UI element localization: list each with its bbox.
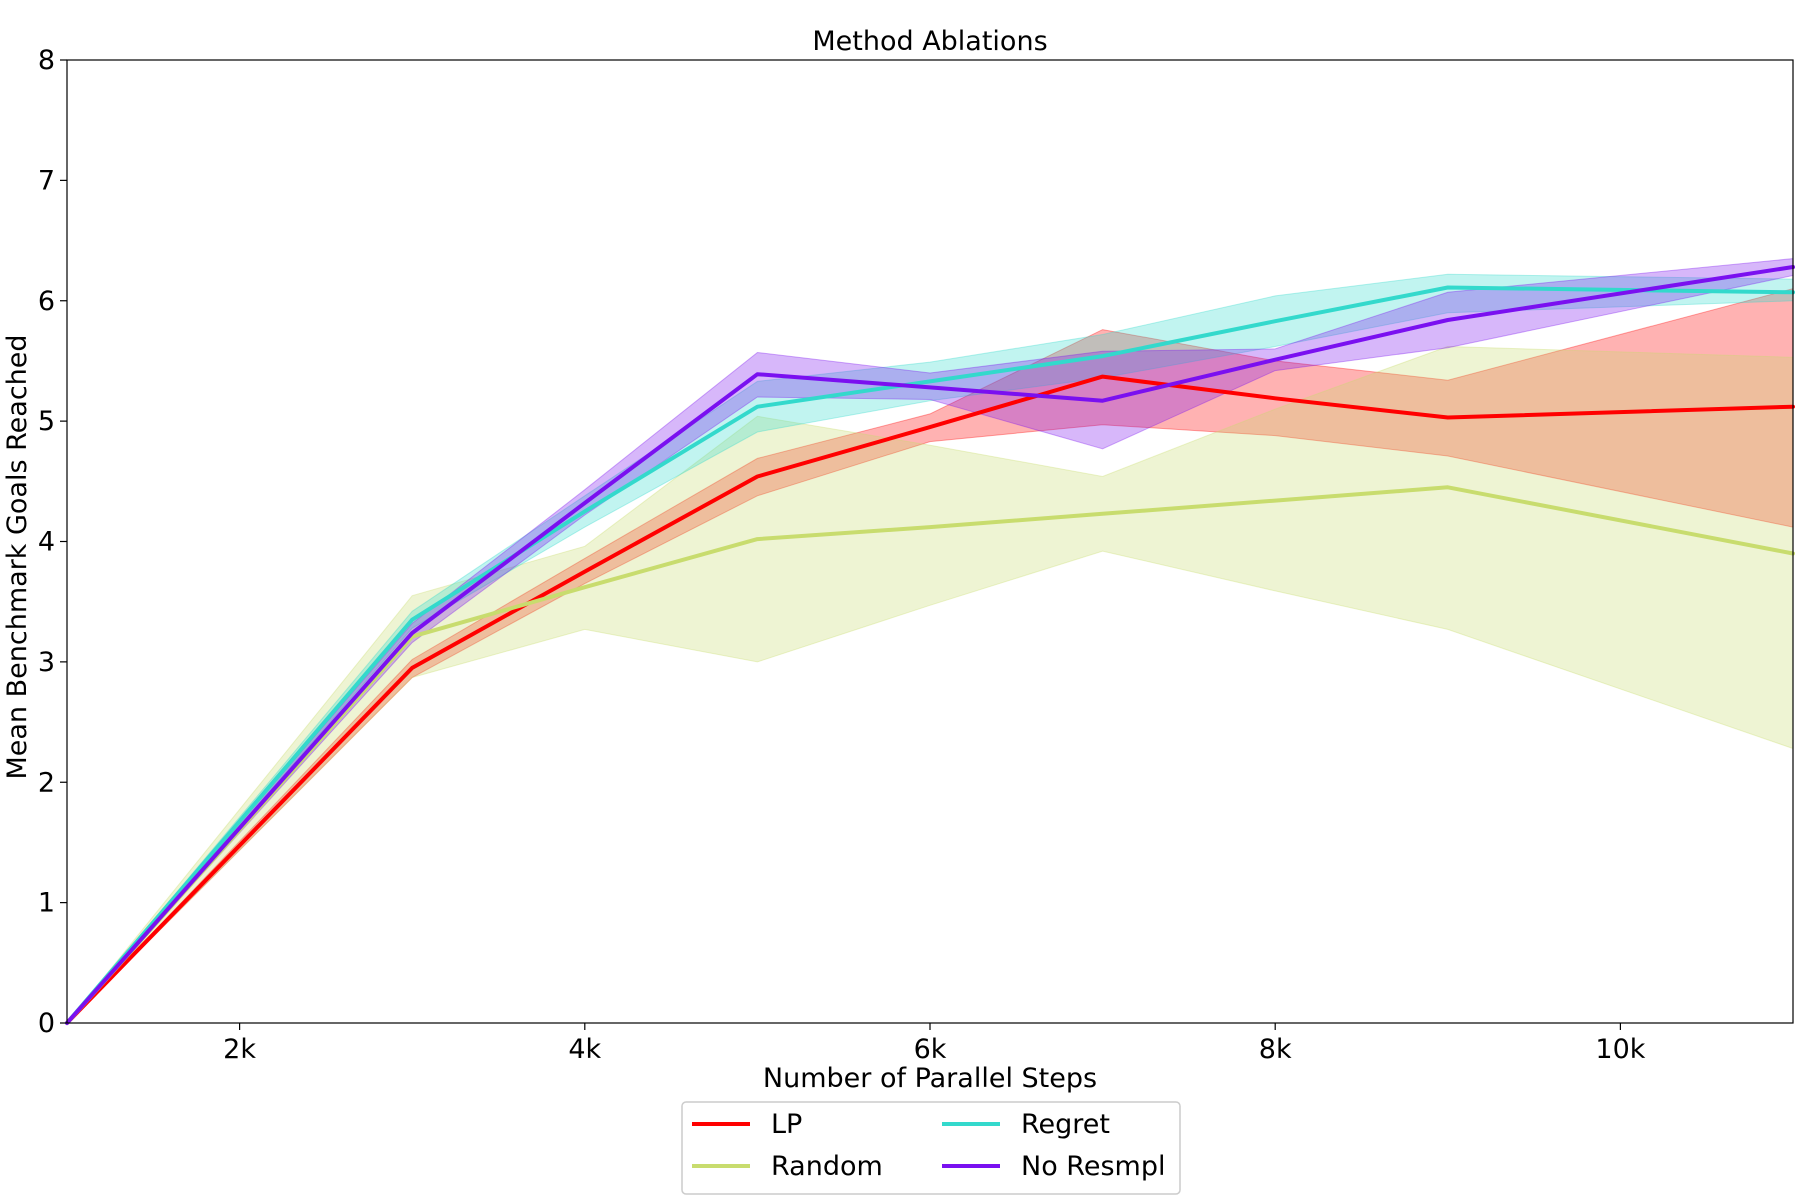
legend: LP Regret Random No Resmpl [681, 1101, 1181, 1195]
legend-item-regret: Regret [942, 1109, 1110, 1140]
y-tick-label: 7 [38, 165, 55, 196]
y-tick-label: 6 [38, 286, 55, 317]
x-tick-label: 8k [1259, 1034, 1292, 1065]
legend-label: Random [771, 1151, 883, 1182]
legend-label: No Resmpl [1021, 1151, 1165, 1182]
legend-item-lp: LP [692, 1109, 802, 1140]
legend-box [681, 1101, 1181, 1195]
line-regret [65, 285, 1795, 1025]
legend-label: Regret [1021, 1109, 1110, 1140]
x-tick-label: 10k [1595, 1034, 1645, 1065]
line-random [65, 485, 1795, 1025]
y-tick-label: 3 [38, 647, 55, 678]
legend-label: LP [771, 1109, 802, 1140]
x-tick-label: 6k [914, 1034, 947, 1065]
x-axis-ticks: 2k 4k 6k 8k 10k [223, 1023, 1646, 1065]
x-tick-label: 4k [568, 1034, 601, 1065]
y-tick-label: 1 [38, 888, 55, 919]
y-tick-label: 8 [38, 45, 55, 76]
confidence-bands [66, 258, 1794, 1024]
line-lp [65, 374, 1795, 1025]
y-tick-label: 2 [38, 767, 55, 798]
legend-item-no-resmpl: No Resmpl [942, 1151, 1165, 1182]
y-axis-ticks: 0 1 2 3 4 5 6 7 8 [38, 45, 67, 1039]
y-axis-label: Mean Benchmark Goals Reached [2, 334, 33, 779]
chart-title: Method Ablations [812, 26, 1047, 57]
x-axis-label: Number of Parallel Steps [763, 1063, 1097, 1094]
x-tick-label: 2k [223, 1034, 256, 1065]
line-no-resmpl [65, 265, 1795, 1025]
y-tick-label: 5 [38, 406, 55, 437]
y-tick-label: 4 [38, 527, 55, 558]
y-tick-label: 0 [38, 1008, 55, 1039]
band-random [66, 345, 1794, 1024]
legend-item-random: Random [692, 1151, 883, 1182]
series-lines [65, 265, 1795, 1025]
